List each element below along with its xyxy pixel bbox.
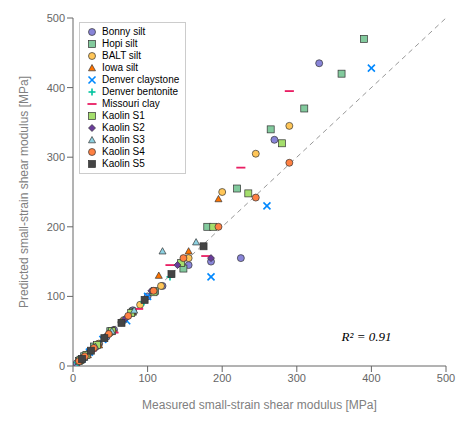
svg-text:400: 400 bbox=[362, 372, 380, 384]
html-text:Denver claystone: Denver claystone bbox=[102, 74, 180, 85]
html-text:Kaolin S4: Kaolin S4 bbox=[102, 146, 145, 157]
html-text:Kaolin S5: Kaolin S5 bbox=[102, 158, 145, 169]
svg-text:200: 200 bbox=[213, 372, 231, 384]
svg-text:400: 400 bbox=[47, 82, 65, 94]
svg-text:500: 500 bbox=[47, 12, 65, 24]
html-text:Bonny silt: Bonny silt bbox=[102, 26, 146, 37]
svg-text:Measured small-strain shear mo: Measured small-strain shear modulus [MPa… bbox=[142, 398, 377, 412]
html-text:Missouri clay: Missouri clay bbox=[102, 98, 160, 109]
html-text:BALT silt: BALT silt bbox=[102, 50, 142, 61]
svg-text:200: 200 bbox=[47, 221, 65, 233]
svg-text:100: 100 bbox=[47, 290, 65, 302]
html-text:Denver bentonite: Denver bentonite bbox=[102, 86, 179, 97]
html-text:Iowa silt: Iowa silt bbox=[102, 62, 139, 73]
html-text:R² = 0.91: R² = 0.91 bbox=[341, 329, 392, 345]
html-text:Kaolin S2: Kaolin S2 bbox=[102, 122, 145, 133]
svg-text:0: 0 bbox=[70, 372, 76, 384]
svg-text:0: 0 bbox=[59, 360, 65, 372]
html-text:Kaolin S1: Kaolin S1 bbox=[102, 110, 145, 121]
svg-text:300: 300 bbox=[47, 151, 65, 163]
svg-text:500: 500 bbox=[437, 372, 455, 384]
html-text:Kaolin S3: Kaolin S3 bbox=[102, 134, 145, 145]
html-text:Hopi silt: Hopi silt bbox=[102, 38, 138, 49]
svg-text:100: 100 bbox=[138, 372, 156, 384]
svg-text:300: 300 bbox=[288, 372, 306, 384]
svg-text:Predicted small-strain shear m: Predicted small-strain shear modulus [MP… bbox=[17, 76, 31, 308]
